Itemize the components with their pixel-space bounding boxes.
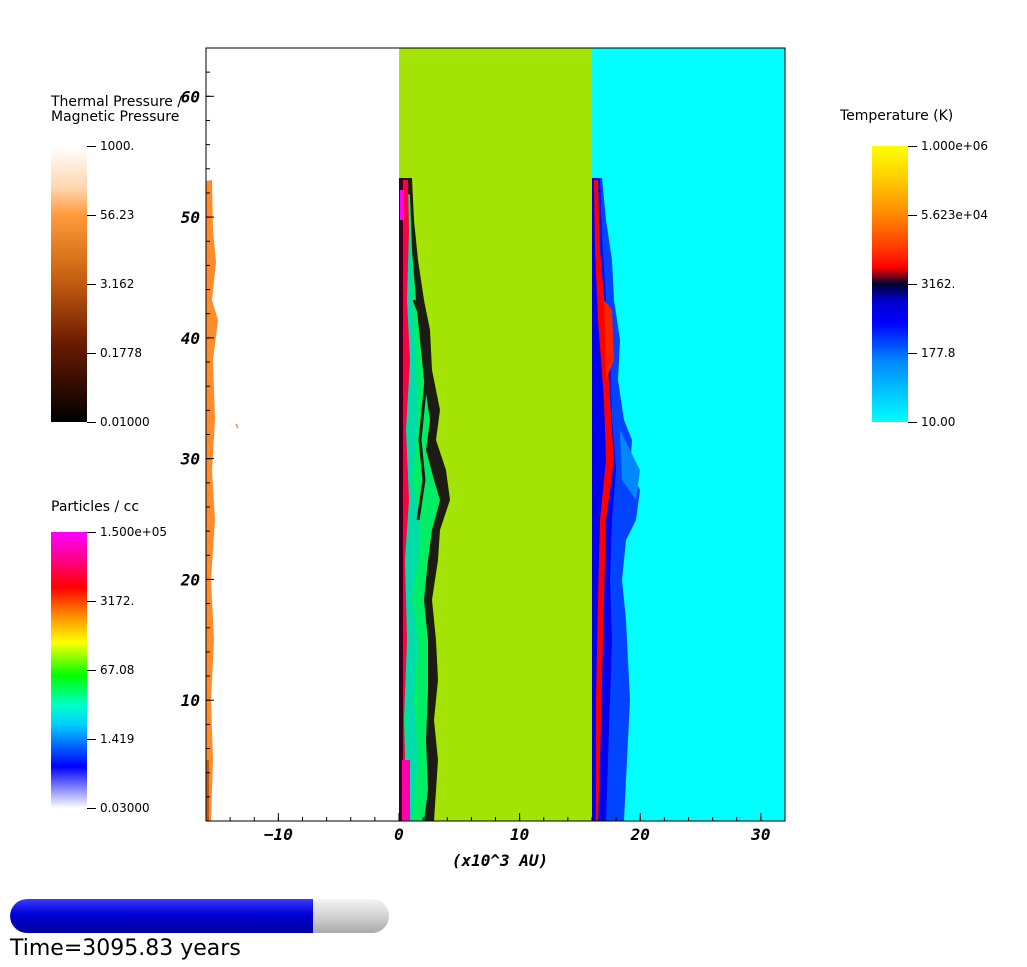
x-tick-label-1: 0 bbox=[394, 825, 404, 844]
pressure-colorbar-title: Thermal Pressure / Magnetic Pressure bbox=[51, 94, 183, 125]
pressure-tick-4: 0.01000 bbox=[87, 415, 150, 429]
y-tick-label-3: 40 bbox=[181, 329, 200, 348]
temperature-tick-1: 5.623e+04 bbox=[907, 208, 989, 222]
pressure-tick-1: 56.23 bbox=[86, 208, 135, 222]
density-tick-3: 1.419 bbox=[86, 732, 135, 746]
density-tick-4: 0.03000 bbox=[87, 801, 150, 815]
pressure-tick-3: 0.1778 bbox=[87, 346, 142, 360]
temperature-structure bbox=[592, 178, 640, 821]
y-tick-label-4: 50 bbox=[181, 208, 200, 227]
x-axis: −10 0 10 20 30 bbox=[205, 813, 786, 844]
y-tick-label-1: 20 bbox=[180, 570, 200, 589]
y-tick-label-2: 30 bbox=[180, 450, 200, 469]
temperature-tick-2: 3162. bbox=[907, 277, 956, 291]
x-axis-label: (x10^3 AU) bbox=[452, 851, 548, 870]
density-tick-2: 67.08 bbox=[86, 663, 135, 677]
temperature-colorbar bbox=[872, 146, 908, 422]
x-tick-label-3: 20 bbox=[630, 825, 650, 844]
pressure-panel bbox=[206, 48, 399, 821]
x-tick-label-4: 30 bbox=[750, 825, 770, 844]
density-structure bbox=[399, 178, 450, 821]
pressure-tick-0: 1000. bbox=[86, 139, 135, 153]
x-tick-label-0: −10 bbox=[264, 825, 293, 844]
density-tick-1: 3172. bbox=[86, 594, 135, 608]
temperature-tick-4: 10.00 bbox=[907, 415, 956, 429]
temperature-tick-3: 177.8 bbox=[907, 346, 956, 360]
pressure-structure bbox=[206, 180, 239, 821]
pressure-tick-2: 3.162 bbox=[86, 277, 135, 291]
density-colorbar-title: Particles / cc bbox=[51, 499, 140, 515]
y-tick-label-0: 10 bbox=[181, 691, 200, 710]
y-axis: 10 20 30 40 50 60 bbox=[180, 47, 214, 822]
time-label: Time=3095.83 years bbox=[10, 936, 241, 961]
pressure-colorbar bbox=[51, 146, 87, 422]
temperature-tick-0: 1.000e+06 bbox=[907, 139, 989, 153]
time-progress-fill bbox=[10, 899, 314, 933]
y-tick-label-5: 60 bbox=[181, 87, 200, 106]
time-progress-bar bbox=[10, 899, 389, 933]
x-tick-label-2: 10 bbox=[510, 825, 529, 844]
density-tick-0: 1.500e+05 bbox=[86, 525, 168, 539]
density-colorbar bbox=[51, 532, 87, 808]
temperature-colorbar-title: Temperature (K) bbox=[840, 108, 954, 124]
